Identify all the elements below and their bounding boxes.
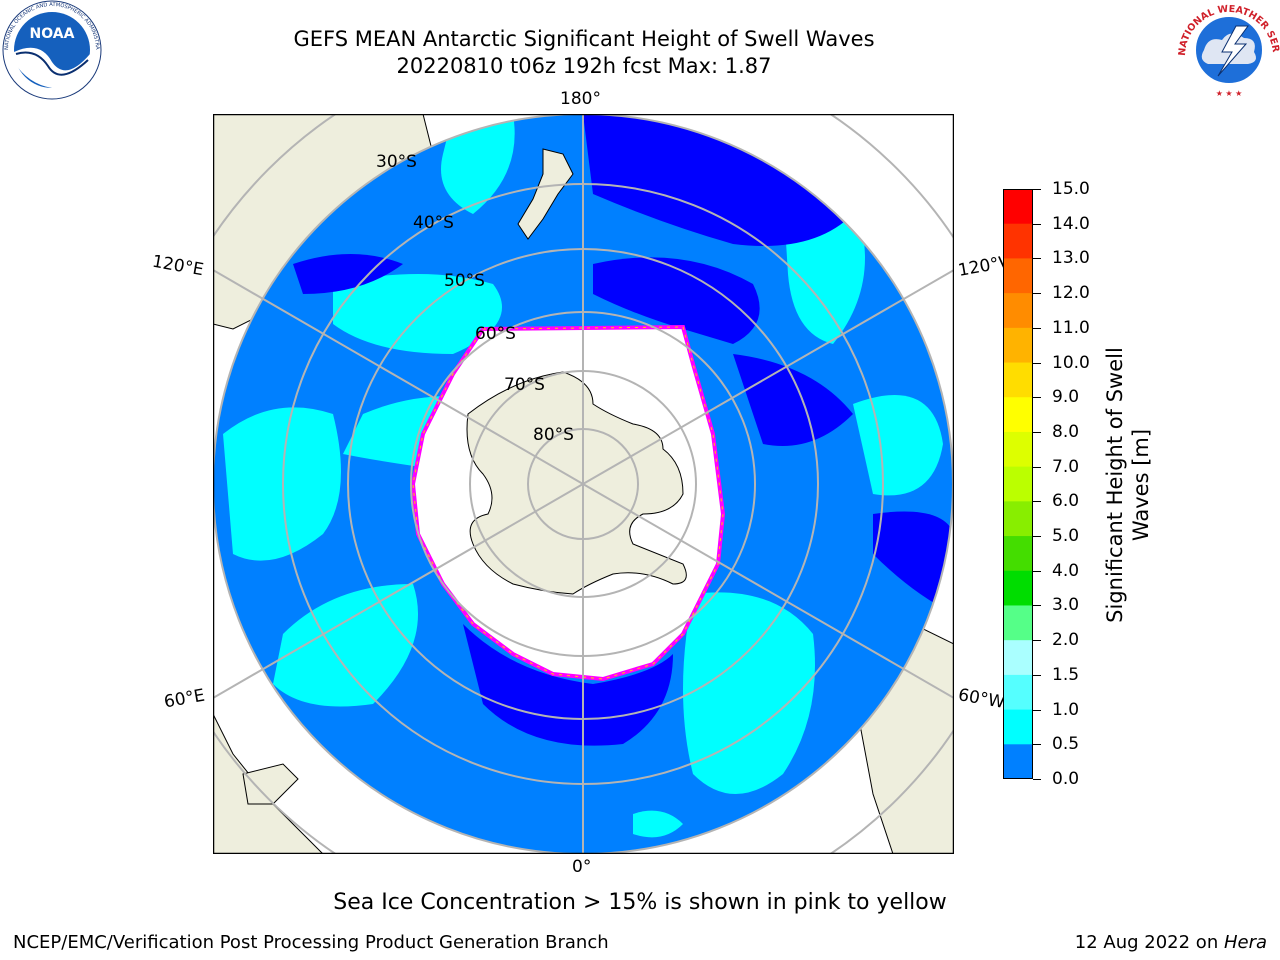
colorbar-tick-label: 9.0 bbox=[1052, 387, 1080, 408]
colorbar-segment bbox=[1003, 605, 1033, 641]
lon-label-180: 180° bbox=[560, 89, 601, 109]
land-madagascar bbox=[242, 763, 299, 805]
colorbar-tick-mark bbox=[1033, 744, 1041, 746]
svg-text:NOAA: NOAA bbox=[30, 26, 75, 42]
colorbar-segment bbox=[1003, 258, 1033, 294]
credit-text: NCEP/EMC/Verification Post Processing Pr… bbox=[13, 932, 609, 953]
colorbar-segment bbox=[1003, 362, 1033, 398]
colorbar-tick-mark bbox=[1033, 501, 1041, 503]
colorbar-tick-label: 2.0 bbox=[1052, 630, 1080, 651]
colorbar-tick-mark bbox=[1033, 258, 1041, 260]
lat-label-70s: 70°S bbox=[504, 375, 545, 395]
nws-logo: NATIONAL WEATHER SERVICE ★ ★ ★ bbox=[1174, 0, 1280, 100]
colorbar-segment bbox=[1003, 431, 1033, 468]
lon-label-120e: 120°E bbox=[150, 251, 206, 281]
colorbar-segment bbox=[1003, 293, 1033, 329]
colorbar-tick-mark bbox=[1033, 674, 1041, 676]
colorbar-tick-label: 13.0 bbox=[1052, 248, 1090, 269]
colorbar-tick-mark bbox=[1033, 293, 1041, 295]
colorbar-segment bbox=[1003, 744, 1033, 779]
lat-label-60s: 60°S bbox=[475, 324, 516, 344]
colorbar-tick-label: 11.0 bbox=[1052, 317, 1090, 338]
colorbar-label: Significant Height of Swell Waves [m] bbox=[1103, 347, 1153, 623]
colorbar-segment bbox=[1003, 570, 1033, 606]
colorbar-tick-mark bbox=[1033, 640, 1041, 642]
colorbar-tick-mark bbox=[1033, 397, 1041, 399]
colorbar-tick-label: 6.0 bbox=[1052, 491, 1080, 512]
colorbar-tick-label: 0.5 bbox=[1052, 734, 1080, 755]
colorbar-segment bbox=[1003, 501, 1033, 537]
colorbar-tick-mark bbox=[1033, 466, 1041, 468]
date-text: 12 Aug 2022 on Hera bbox=[1074, 932, 1267, 953]
land-antarctica bbox=[466, 371, 687, 595]
colorbar-segment bbox=[1003, 536, 1033, 572]
colorbar bbox=[1003, 189, 1033, 779]
colorbar-tick-label: 5.0 bbox=[1052, 526, 1080, 547]
colorbar-tick-mark bbox=[1033, 709, 1041, 711]
lon-label-0: 0° bbox=[572, 857, 592, 877]
colorbar-tick-mark bbox=[1033, 605, 1041, 607]
colorbar-tick-label: 0.0 bbox=[1052, 769, 1080, 789]
lat-label-30s: 30°S bbox=[376, 152, 417, 172]
colorbar-segment bbox=[1003, 709, 1033, 745]
chart-subtitle: 20220810 t06z 192h fcst Max: 1.87 bbox=[396, 54, 772, 78]
colorbar-tick-label: 14.0 bbox=[1052, 213, 1090, 234]
colorbar-tick-mark bbox=[1033, 189, 1041, 190]
colorbar-segment bbox=[1003, 223, 1033, 259]
colorbar-tick-label: 1.5 bbox=[1052, 664, 1080, 685]
colorbar-segment bbox=[1003, 397, 1033, 433]
colorbar-segment bbox=[1003, 466, 1033, 502]
colorbar-segment bbox=[1003, 327, 1033, 364]
noaa-logo: NOAA NATIONAL OCEANIC AND ATMOSPHERIC AD… bbox=[0, 0, 104, 100]
colorbar-tick-label: 12.0 bbox=[1052, 283, 1090, 304]
sea-ice-note: Sea Ice Concentration > 15% is shown in … bbox=[333, 890, 947, 915]
lat-label-40s: 40°S bbox=[413, 213, 454, 233]
swell-patches-blue bbox=[293, 114, 953, 746]
colorbar-segment bbox=[1003, 189, 1033, 225]
lon-label-60e: 60°E bbox=[162, 685, 207, 713]
lat-label-50s: 50°S bbox=[444, 271, 485, 291]
colorbar-segment bbox=[1003, 640, 1033, 676]
colorbar-segment bbox=[1003, 674, 1033, 711]
polar-map bbox=[213, 114, 954, 854]
land-africa bbox=[213, 713, 324, 854]
colorbar-tick-mark bbox=[1033, 223, 1041, 225]
colorbar-tick-label: 4.0 bbox=[1052, 560, 1080, 581]
colorbar-tick-mark bbox=[1033, 431, 1041, 433]
chart-title: GEFS MEAN Antarctic Significant Height o… bbox=[293, 27, 875, 51]
lat-label-80s: 80°S bbox=[533, 425, 574, 445]
colorbar-tick-mark bbox=[1033, 536, 1041, 538]
colorbar-tick-label: 3.0 bbox=[1052, 595, 1080, 616]
svg-text:★ ★ ★: ★ ★ ★ bbox=[1216, 89, 1243, 98]
colorbar-tick-label: 8.0 bbox=[1052, 421, 1080, 442]
lon-label-60w: 60°W bbox=[956, 685, 1007, 713]
colorbar-tick-label: 1.0 bbox=[1052, 699, 1080, 720]
colorbar-tick-mark bbox=[1033, 327, 1041, 329]
colorbar-tick-mark bbox=[1033, 362, 1041, 364]
colorbar-tick-label: 7.0 bbox=[1052, 456, 1080, 477]
colorbar-tick-label: 15.0 bbox=[1052, 179, 1090, 199]
colorbar-tick-mark bbox=[1033, 779, 1041, 780]
colorbar-tick-label: 10.0 bbox=[1052, 352, 1090, 373]
colorbar-tick-mark bbox=[1033, 570, 1041, 572]
swell-patches-cyan bbox=[223, 114, 943, 838]
